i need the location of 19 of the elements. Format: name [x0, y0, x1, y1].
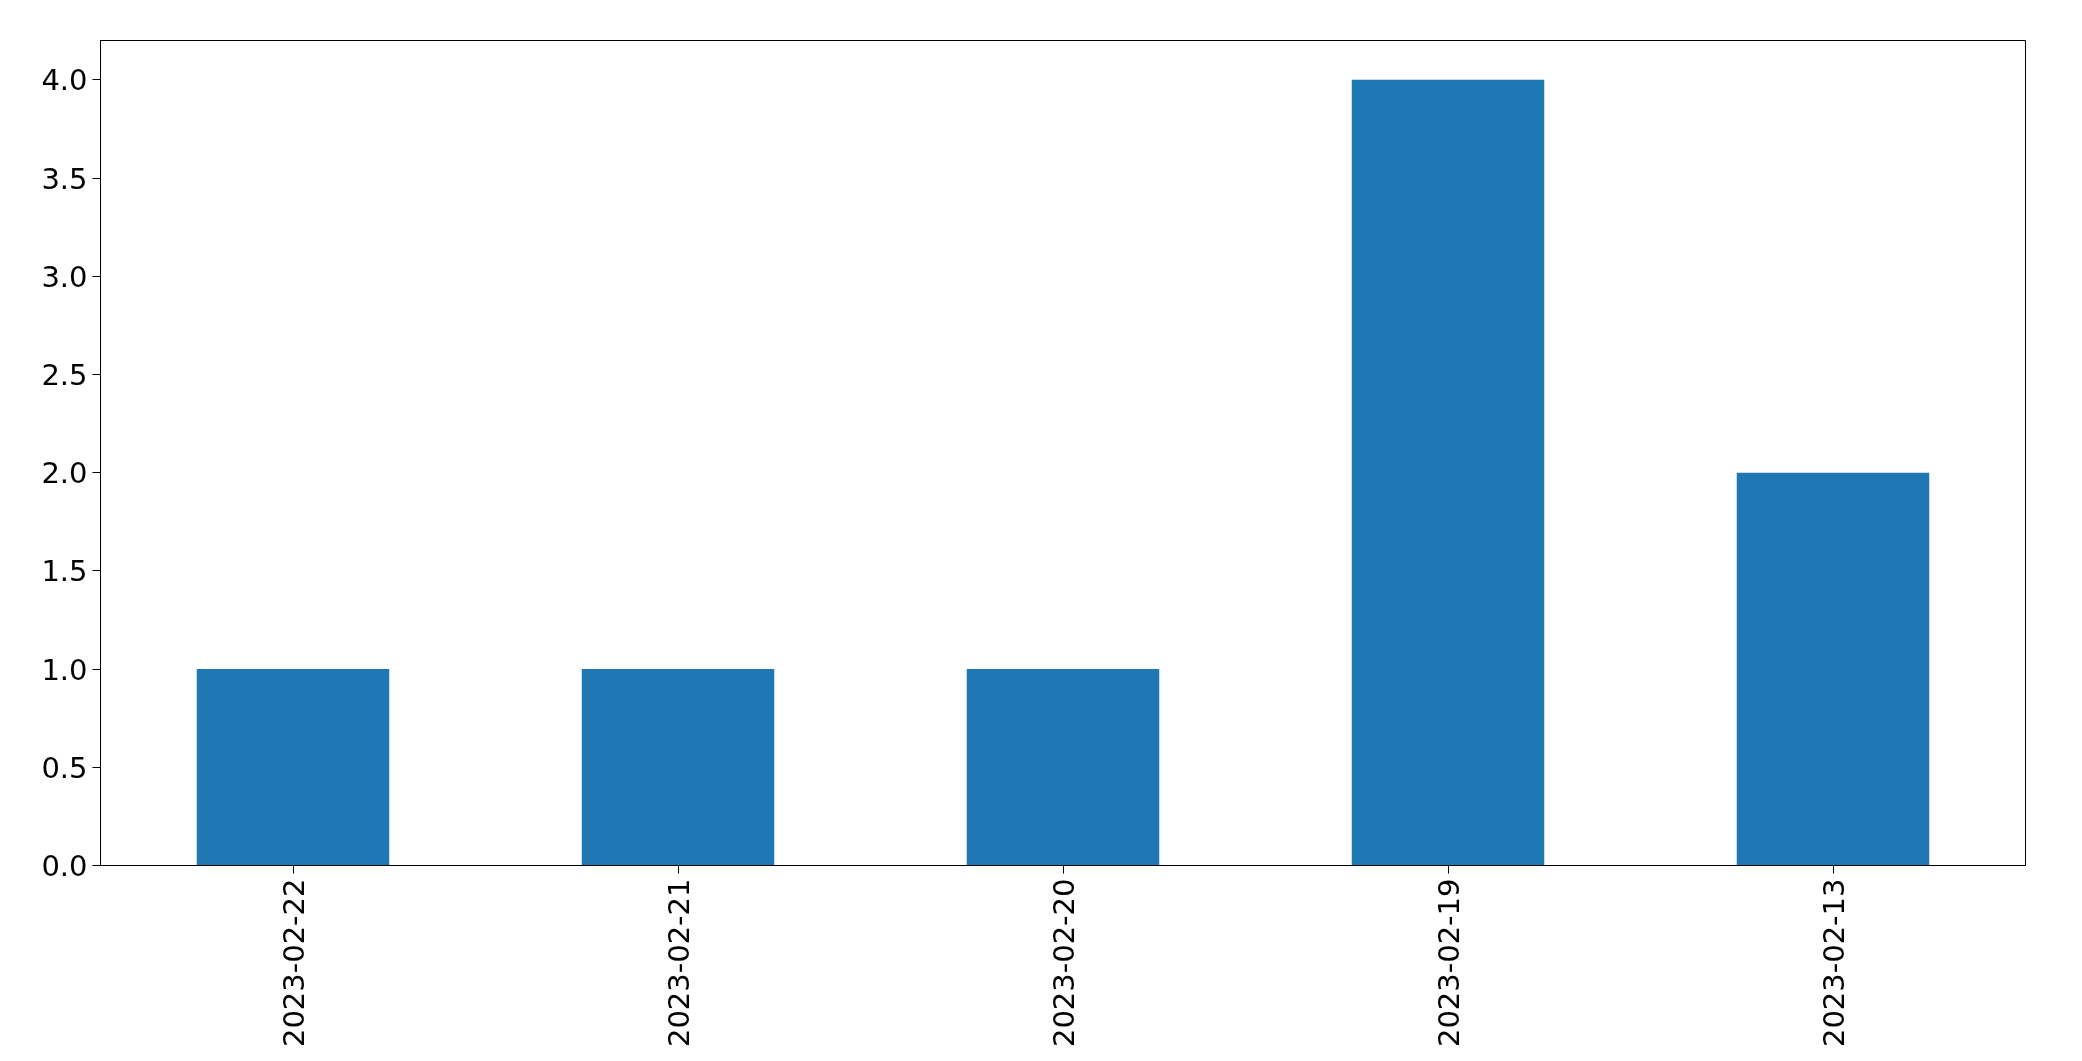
y-tick-label: 1.5 — [41, 554, 88, 589]
x-tick-label: 2023-02-22 — [276, 878, 311, 1048]
bar — [1351, 79, 1545, 866]
y-tick-label: 2.5 — [41, 357, 88, 392]
bar — [196, 669, 390, 866]
bar — [581, 669, 775, 866]
bar — [966, 669, 1160, 866]
y-tick-label: 4.0 — [41, 63, 88, 98]
x-tick-label: 2023-02-19 — [1431, 878, 1466, 1048]
x-tick-label: 2023-02-20 — [1046, 878, 1081, 1048]
x-tick-label: 2023-02-21 — [661, 878, 696, 1048]
x-tick-label: 2023-02-13 — [1816, 878, 1851, 1048]
y-tick-label: 3.0 — [41, 259, 88, 294]
bar — [1736, 472, 1930, 866]
y-tick-label: 0.5 — [41, 750, 88, 785]
y-tick-label: 0.0 — [41, 849, 88, 883]
y-tick-label: 3.5 — [41, 161, 88, 196]
y-tick-label: 1.0 — [41, 652, 88, 687]
y-tick-label: 2.0 — [41, 456, 88, 491]
